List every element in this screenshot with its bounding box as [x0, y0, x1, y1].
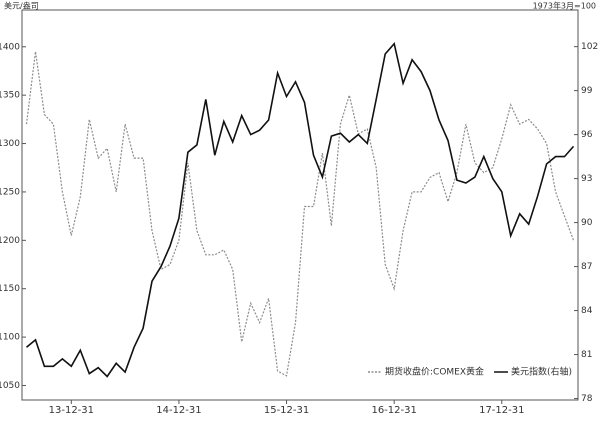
legend-label: 期货收盘价:COMEX黄金: [385, 366, 484, 378]
y2-tick-label: 84: [581, 306, 593, 316]
y-tick-label: 1300: [0, 139, 20, 149]
y-tick-label: 1400: [0, 42, 20, 52]
y2-tick-label: 87: [581, 262, 592, 272]
plot-frame: [21, 9, 579, 401]
x-tick-label: 13-12-31: [49, 405, 94, 416]
y2-tick-label: 90: [581, 218, 593, 228]
x-tick-label: 17-12-31: [479, 405, 524, 416]
series-line: [25, 51, 575, 377]
x-tick-label: 14-12-31: [156, 405, 201, 416]
y-axis-label: 美元/盎司: [4, 1, 39, 11]
y2-tick-label: 78: [581, 394, 593, 404]
y-tick-label: 1100: [0, 333, 20, 343]
series-line: [25, 41, 575, 378]
y-tick-label: 1050: [0, 381, 20, 391]
x-tick-label: 15-12-31: [264, 405, 309, 416]
y-tick-label: 1200: [0, 236, 20, 246]
y-tick-label: 1350: [0, 91, 20, 101]
y2-tick-label: 102: [581, 42, 598, 52]
y-tick-label: 1150: [0, 284, 20, 294]
legend-label: 美元指数(右轴): [511, 366, 572, 378]
y-tick-label: 1250: [0, 187, 20, 197]
y2-tick-label: 99: [581, 86, 593, 96]
y2-axis-label: 1973年3月=100: [533, 1, 596, 11]
y2-tick-label: 93: [581, 174, 592, 184]
y2-tick-label: 81: [581, 350, 592, 360]
y2-tick-label: 96: [581, 130, 593, 140]
x-tick-label: 16-12-31: [371, 405, 416, 416]
